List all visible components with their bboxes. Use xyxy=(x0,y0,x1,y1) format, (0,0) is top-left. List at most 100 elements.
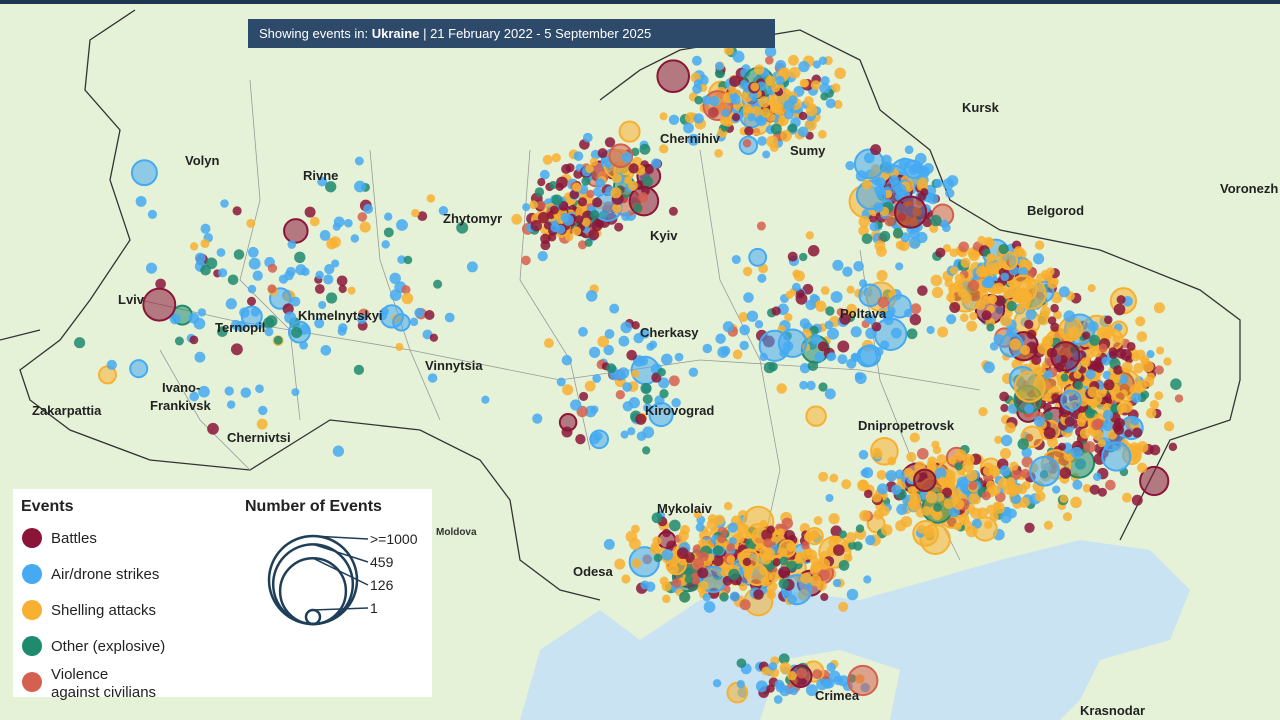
event-dot xyxy=(742,557,752,567)
event-dot xyxy=(73,337,86,349)
event-dot xyxy=(858,344,882,367)
banner-prefix: Showing events in: xyxy=(259,26,368,41)
legend-label[interactable]: Battles xyxy=(51,530,97,547)
place-label: Dnipropetrovsk xyxy=(858,418,955,433)
event-dot xyxy=(627,427,636,436)
event-dot xyxy=(855,524,865,533)
event-dot xyxy=(444,312,455,323)
legend-label[interactable]: Air/drone strikes xyxy=(51,566,159,583)
event-dot xyxy=(809,574,822,587)
event-dot xyxy=(618,120,641,143)
event-dot xyxy=(1084,408,1096,419)
event-dot xyxy=(561,354,573,366)
size-leader xyxy=(312,607,369,611)
event-dot xyxy=(778,653,790,665)
event-dot xyxy=(744,126,754,136)
event-dot xyxy=(1073,370,1082,379)
event-dot xyxy=(800,572,812,584)
event-dot xyxy=(662,594,671,604)
event-dot xyxy=(805,299,816,311)
place-label: Kyiv xyxy=(650,228,678,243)
event-dot xyxy=(894,469,905,480)
event-dot xyxy=(805,104,818,117)
event-dot xyxy=(1025,308,1037,320)
event-dot xyxy=(588,229,600,241)
event-dot xyxy=(1089,334,1101,346)
event-dot xyxy=(1062,512,1073,522)
event-dot xyxy=(620,430,629,439)
event-dot xyxy=(267,263,278,273)
event-dot xyxy=(720,345,731,356)
event-dot xyxy=(706,518,719,531)
event-dot xyxy=(656,59,691,94)
event-dot xyxy=(930,214,942,227)
event-dot xyxy=(890,327,902,339)
event-dot xyxy=(1076,417,1086,427)
place-label: Mykolaiv xyxy=(657,501,713,516)
event-dot xyxy=(861,179,872,190)
event-dot xyxy=(648,401,674,428)
event-dot xyxy=(958,241,970,253)
event-dot xyxy=(1102,409,1114,421)
event-dot xyxy=(1006,300,1017,312)
event-dot xyxy=(155,278,166,290)
event-dot xyxy=(574,215,584,224)
event-dot xyxy=(614,222,624,232)
event-dot xyxy=(537,178,546,187)
event-dot xyxy=(383,227,394,238)
event-dot xyxy=(693,510,702,519)
event-dot xyxy=(854,372,867,385)
event-dot xyxy=(941,487,953,498)
event-dot xyxy=(570,399,582,411)
event-dot xyxy=(827,327,839,340)
event-dot xyxy=(197,308,207,317)
event-dot xyxy=(356,314,367,325)
place-label: Chernivtsi xyxy=(227,430,291,445)
event-dot xyxy=(806,380,816,391)
event-dot xyxy=(530,219,543,232)
event-dot xyxy=(759,546,772,559)
event-dot xyxy=(232,206,242,216)
event-dot xyxy=(1082,331,1091,340)
event-dot xyxy=(954,273,966,284)
event-dot xyxy=(1116,402,1128,414)
event-dot xyxy=(659,576,669,586)
event-dot xyxy=(727,522,739,533)
event-dot xyxy=(815,300,827,312)
event-dot xyxy=(927,456,937,466)
event-dot xyxy=(247,284,257,294)
event-dot xyxy=(719,592,729,602)
event-dot xyxy=(776,528,785,537)
event-dot xyxy=(888,175,899,186)
event-dot xyxy=(687,133,700,146)
event-dot xyxy=(1149,399,1160,410)
event-dot xyxy=(771,306,781,316)
event-dot xyxy=(521,255,531,266)
event-dot xyxy=(644,164,654,175)
event-dot xyxy=(314,318,325,329)
event-dot xyxy=(1043,370,1053,380)
event-dot xyxy=(350,234,360,243)
event-dot xyxy=(1145,407,1157,419)
legend-label[interactable]: Other (explosive) xyxy=(51,638,165,655)
event-dot xyxy=(787,251,798,262)
event-dot xyxy=(1037,313,1050,326)
event-dot xyxy=(983,277,995,289)
event-dot xyxy=(1105,479,1116,491)
event-dot xyxy=(876,270,888,282)
event-dot xyxy=(798,60,810,73)
event-dot xyxy=(597,335,609,348)
event-dot xyxy=(551,194,563,206)
event-dot xyxy=(778,566,791,579)
event-dot xyxy=(1079,428,1091,439)
place-label: Volyn xyxy=(185,153,219,168)
event-dot xyxy=(742,139,752,148)
legend-label[interactable]: Shelling attacks xyxy=(51,602,156,619)
event-dot xyxy=(743,570,753,580)
event-dot xyxy=(426,194,436,203)
event-dot xyxy=(871,321,882,332)
event-dot xyxy=(631,369,640,378)
legend-label[interactable]: Violence against civilians xyxy=(51,666,156,701)
event-dot xyxy=(456,221,469,234)
